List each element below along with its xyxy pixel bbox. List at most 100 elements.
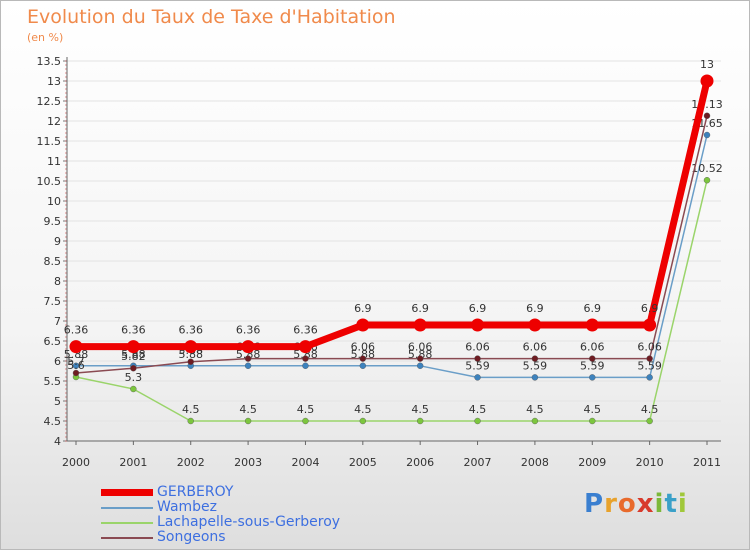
data-label-gerberoy: 6.36 [178,324,203,337]
data-point-lachapelle-sous-gerberoy [187,417,194,425]
legend-label-lachapelle: Lachapelle-sous-Gerberoy [157,514,341,530]
data-point-songeons [244,355,252,362]
series-line-lachapelle-sous-gerberoy [75,180,708,422]
data-label-lachapelle-sous-gerberoy: 4.5 [297,403,315,416]
x-tick-label: 2005 [349,456,377,469]
x-tick-label: 2008 [521,456,549,469]
data-point-songeons [589,355,596,362]
legend-item-lachapelle: Lachapelle-sous-Gerberoy [101,515,340,530]
data-point-songeons [359,355,367,362]
y-tick-label: 4 [54,435,61,448]
data-label-songeons: 6.06 [465,341,490,354]
x-tick-label: 2003 [234,456,262,469]
legend-swatch-lachapelle [101,521,153,524]
data-label-lachapelle-sous-gerberoy: 4.5 [182,403,200,416]
y-tick-label: 8 [54,275,61,288]
x-tick-label: 2004 [291,456,319,469]
data-label-lachapelle-sous-gerberoy: 4.5 [411,403,429,416]
data-point-wambez [359,362,367,369]
data-label-songeons: 6.06 [523,341,548,354]
data-label-gerberoy: 6.36 [121,324,146,337]
chart-title: Evolution du Taux de Taxe d'Habitation [27,6,396,28]
data-label-lachapelle-sous-gerberoy: 4.5 [641,403,659,416]
data-label-gerberoy: 13 [700,58,714,71]
data-label-wambez: 5.59 [465,359,490,372]
data-label-gerberoy: 6.9 [354,302,372,315]
data-label-wambez: 5.59 [580,359,605,372]
data-label-songeons: 5.82 [121,350,146,363]
data-label-wambez: 5.88 [293,348,318,361]
data-point-songeons [302,355,309,362]
data-point-wambez [703,131,711,139]
data-point-gerberoy [298,340,312,354]
y-tick-label: 8.5 [44,255,62,268]
legend-swatch-songeons [101,536,153,539]
y-tick-label: 9 [54,235,61,248]
legend: GERBEROY Wambez Lachapelle-sous-Gerberoy… [101,485,340,545]
data-point-gerberoy [126,340,140,354]
y-tick-label: 4.5 [44,415,62,428]
data-point-gerberoy [643,318,657,332]
x-tick-label: 2010 [636,456,664,469]
data-point-gerberoy [356,318,370,332]
data-label-lachapelle-sous-gerberoy: 5.3 [125,371,143,384]
data-point-wambez [72,362,80,369]
data-point-lachapelle-sous-gerberoy [244,417,252,425]
y-tick-label: 12.5 [37,95,62,108]
x-tick-label: 2006 [406,456,434,469]
y-tick-label: 6 [54,355,61,368]
data-point-lachapelle-sous-gerberoy [589,417,596,425]
data-point-lachapelle-sous-gerberoy [646,417,653,425]
data-point-songeons [474,355,481,362]
data-point-lachapelle-sous-gerberoy [531,417,539,425]
data-point-wambez [244,362,252,369]
data-point-lachapelle-sous-gerberoy [416,417,424,425]
data-point-wambez [589,374,596,381]
data-point-gerberoy [69,340,83,354]
data-point-wambez [416,362,424,369]
data-point-gerberoy [528,318,542,332]
data-label-songeons: 6.06 [580,341,605,354]
data-point-lachapelle-sous-gerberoy [130,385,137,393]
data-label-lachapelle-sous-gerberoy: 4.5 [354,403,372,416]
data-label-songeons: 5.7 [67,355,85,368]
data-label-wambez: 5.88 [121,348,146,361]
data-point-songeons [646,355,653,362]
y-tick-label: 10.5 [37,175,62,188]
y-tick-label: 13.5 [37,55,62,68]
data-point-songeons [72,369,80,377]
x-tick-label: 2011 [693,456,721,469]
data-label-gerberoy: 6.36 [236,324,261,337]
data-point-gerberoy [413,318,427,332]
proxiti-logo: Proxiti [584,489,688,519]
data-point-songeons [187,358,194,365]
data-label-wambez: 5.59 [637,359,662,372]
legend-swatch-gerberoy [101,489,153,496]
data-label-gerberoy: 6.36 [293,324,318,337]
data-point-wambez [474,374,481,381]
legend-item-wambez: Wambez [101,500,340,515]
data-label-songeons: 6.06 [408,341,433,354]
data-label-wambez: 5.88 [351,348,376,361]
data-point-songeons [703,112,711,120]
data-point-gerberoy [585,318,599,332]
data-label-lachapelle-sous-gerberoy: 4.5 [469,403,487,416]
data-point-gerberoy [184,340,198,354]
data-label-songeons: 12.13 [691,98,723,111]
data-point-wambez [646,374,653,381]
x-tick-label: 2000 [62,456,90,469]
y-tick-label: 7.5 [44,295,62,308]
y-tick-label: 6.5 [44,335,62,348]
y-tick-label: 7 [54,315,61,328]
legend-label-songeons: Songeons [157,529,226,545]
y-tick-label: 13 [47,75,61,88]
data-point-gerberoy [241,340,255,354]
data-point-songeons [416,355,424,362]
x-tick-label: 2009 [578,456,606,469]
data-label-wambez: 5.88 [64,348,89,361]
series-line-gerberoy [76,80,711,351]
series-line-songeons [75,115,708,374]
chart-subtitle: (en %) [27,31,64,44]
data-point-lachapelle-sous-gerberoy [302,417,309,425]
